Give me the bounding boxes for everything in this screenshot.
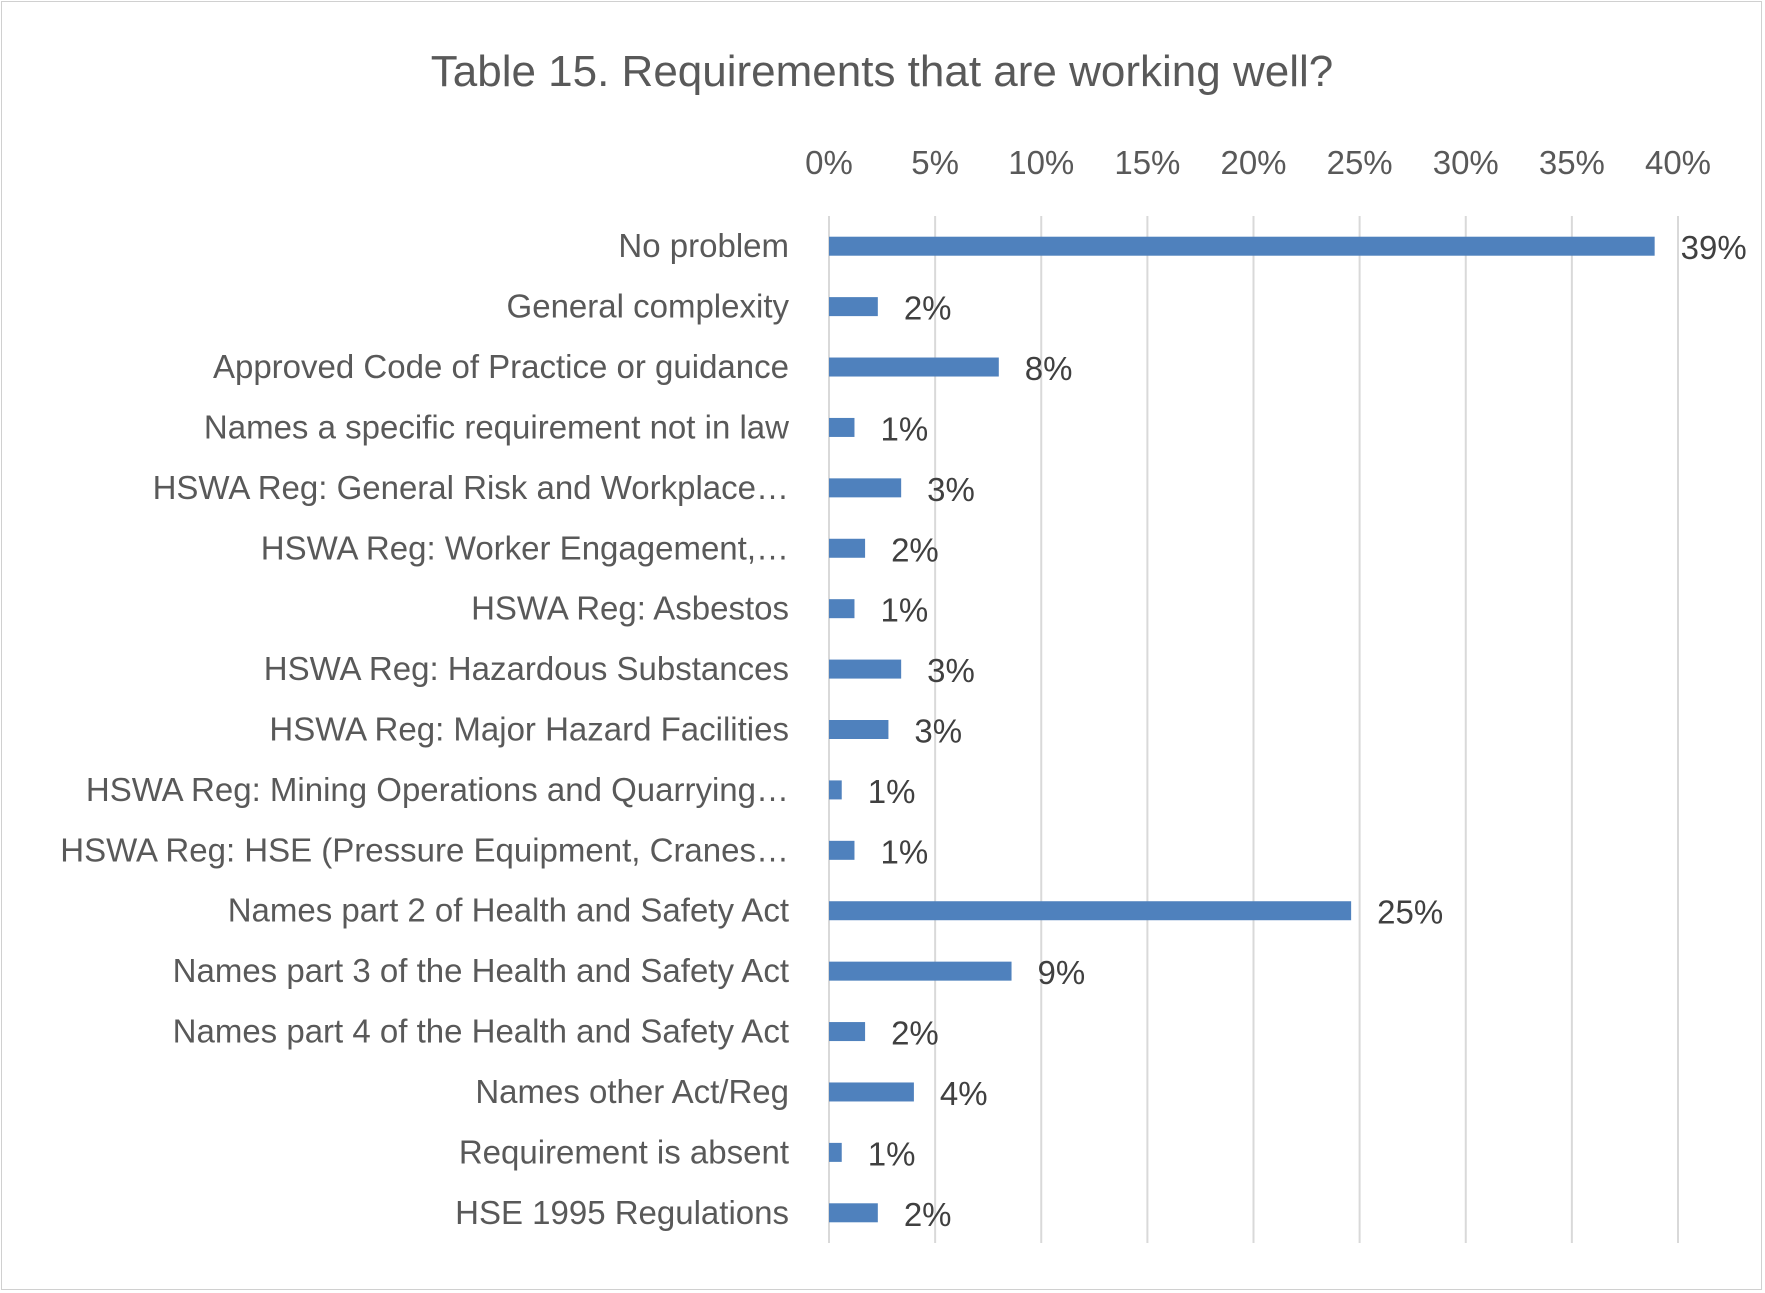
x-tick-label: 5% — [911, 144, 959, 181]
bar — [829, 478, 902, 498]
x-tick-label: 10% — [1008, 144, 1074, 181]
category-label: No problem — [618, 227, 789, 264]
bar — [829, 1022, 866, 1042]
bar — [829, 1082, 914, 1102]
category-label: Names other Act/Reg — [475, 1073, 789, 1110]
chart-title: Table 15. Requirements that are working … — [431, 47, 1333, 96]
category-label: Names a specific requirement not in law — [204, 408, 789, 445]
bar — [829, 1142, 842, 1162]
data-label: 9% — [1038, 954, 1086, 991]
bars — [829, 236, 1655, 1223]
bar — [829, 961, 1012, 981]
data-label: 3% — [914, 713, 962, 750]
bar — [829, 659, 902, 679]
bar — [829, 840, 855, 860]
x-tick-label: 35% — [1539, 144, 1605, 181]
category-label: HSWA Reg: HSE (Pressure Equipment, Crane… — [60, 831, 789, 868]
data-label: 8% — [1025, 350, 1073, 387]
data-label: 2% — [891, 1015, 939, 1052]
category-label: General complexity — [507, 288, 790, 325]
data-label: 39% — [1681, 229, 1747, 266]
bar — [829, 780, 842, 800]
bar — [829, 901, 1352, 921]
bar — [829, 1203, 878, 1223]
x-axis-ticks: 0% 5% 10% 15% 20% 25% 30% 35% 40% — [805, 144, 1711, 181]
category-label: HSWA Reg: General Risk and Workplace… — [153, 469, 789, 506]
data-label: 1% — [880, 592, 928, 629]
bar — [829, 417, 855, 437]
data-label: 3% — [927, 652, 975, 689]
category-label: HSWA Reg: Asbestos — [471, 590, 789, 627]
data-label: 25% — [1377, 894, 1443, 931]
gridlines — [828, 216, 1679, 1243]
category-label: HSWA Reg: Mining Operations and Quarryin… — [86, 771, 789, 808]
category-label: HSWA Reg: Worker Engagement,… — [261, 529, 789, 566]
data-label: 1% — [868, 773, 916, 810]
bar — [829, 599, 855, 619]
x-tick-label: 25% — [1327, 144, 1393, 181]
bar — [829, 297, 878, 317]
category-label: HSWA Reg: Hazardous Substances — [264, 650, 789, 687]
bar — [829, 236, 1655, 256]
category-label: Names part 3 of the Health and Safety Ac… — [173, 952, 789, 989]
x-tick-label: 15% — [1114, 144, 1180, 181]
category-label: Names part 2 of Health and Safety Act — [228, 892, 789, 929]
data-label: 2% — [891, 531, 939, 568]
bar — [829, 357, 999, 377]
category-label: HSE 1995 Regulations — [455, 1194, 789, 1231]
data-label: 1% — [868, 1135, 916, 1172]
data-label: 4% — [940, 1075, 988, 1112]
bar — [829, 538, 866, 558]
x-tick-label: 20% — [1220, 144, 1286, 181]
x-tick-label: 30% — [1433, 144, 1499, 181]
category-label: Names part 4 of the Health and Safety Ac… — [173, 1013, 789, 1050]
data-labels: 39%2%8%1%3%2%1%3%3%1%1%25%9%2%4%1%2% — [868, 229, 1747, 1233]
category-labels: No problem General complexity Approved Cod… — [60, 227, 789, 1231]
category-label: HSWA Reg: Major Hazard Facilities — [269, 711, 789, 748]
category-label: Requirement is absent — [459, 1133, 789, 1170]
x-tick-label: 0% — [805, 144, 853, 181]
data-label: 1% — [880, 410, 928, 447]
x-tick-label: 40% — [1645, 144, 1711, 181]
category-label: Approved Code of Practice or guidance — [213, 348, 789, 385]
data-label: 3% — [927, 471, 975, 508]
data-label: 2% — [904, 290, 952, 327]
bar — [829, 720, 889, 739]
data-label: 2% — [904, 1196, 952, 1233]
data-label: 1% — [880, 833, 928, 870]
